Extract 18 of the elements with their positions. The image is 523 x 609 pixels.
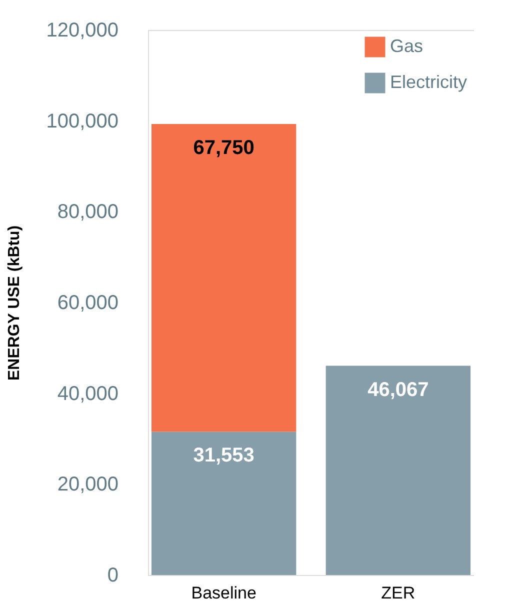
y-tick-label: 100,000 — [46, 110, 118, 132]
bar — [151, 124, 296, 432]
y-tick-label: 0 — [107, 564, 118, 586]
y-tick-label: 40,000 — [57, 382, 118, 405]
data-label: 46,067 — [368, 378, 429, 401]
bar — [326, 366, 471, 575]
legend-label: Gas — [390, 36, 424, 56]
x-tick-label: ZER — [381, 584, 416, 602]
y-tick-label: 80,000 — [57, 201, 118, 224]
y-tick-label: 20,000 — [57, 474, 118, 496]
y-tick-label: 60,000 — [57, 292, 118, 314]
y-axis-title: ENERGY USE (kBtu) — [6, 225, 24, 381]
data-label: 67,750 — [193, 137, 254, 159]
y-tick-label: 120,000 — [46, 20, 118, 42]
data-label: 31,553 — [193, 444, 254, 467]
x-tick-label: Baseline — [191, 584, 256, 602]
legend-label: Electricity — [390, 72, 468, 92]
bar — [151, 432, 296, 575]
